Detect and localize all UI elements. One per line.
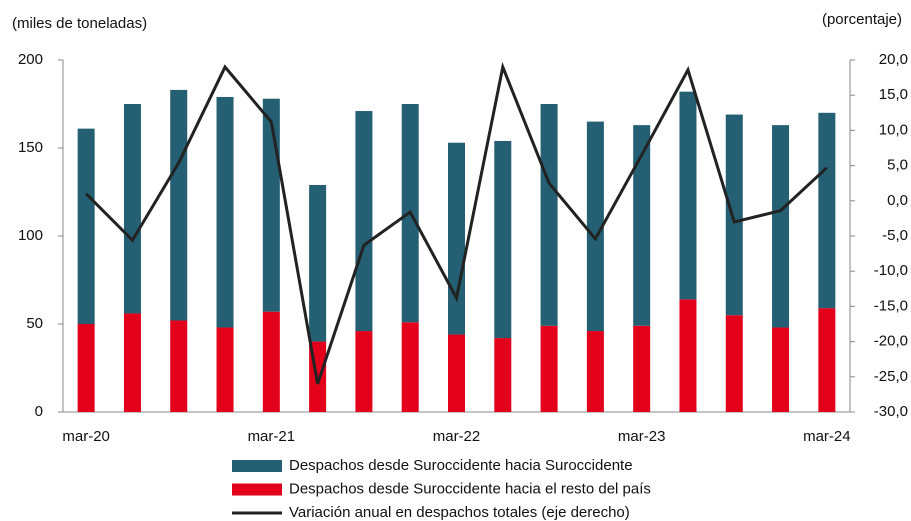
bar [448,334,465,412]
bar [309,184,327,342]
y-tick-label: 0 [35,403,43,420]
bar [448,142,465,335]
bar [725,315,743,412]
bar [170,320,188,412]
y2-tick-label: -25,0 [874,368,908,385]
y-tick-label: 50 [26,315,43,332]
bar [725,114,743,316]
bar [216,327,234,412]
x-tick-label: mar-20 [62,428,110,445]
bar [818,112,836,309]
legend-swatch [232,483,282,496]
right-axis-label: (porcentaje) [822,11,902,28]
bar [772,327,790,412]
legend-label: Despachos desde Suroccidente hacia el re… [289,480,651,497]
y2-tick-label: -5,0 [882,227,908,244]
line [85,61,828,385]
legend-label: Despachos desde Suroccidente hacia Suroc… [289,457,633,474]
y-tick-label: 150 [18,139,43,156]
bar [123,313,141,412]
bar [540,325,558,412]
bar [586,121,604,332]
y2-tick-label: 15,0 [879,86,908,103]
bar [633,125,651,326]
bar [494,140,512,339]
x-tick-label: mar-22 [433,428,481,445]
bar [123,104,141,314]
legend-swatch [232,460,282,472]
bar [586,331,604,412]
bar [401,322,419,412]
bar [494,338,512,412]
y2-tick-label: 20,0 [879,51,908,68]
bar [633,325,651,412]
y2-tick-label: 10,0 [879,121,908,138]
bar [262,311,280,412]
legend-label: Variación anual en despachos totales (ej… [289,504,630,521]
y2-tick-label: -20,0 [874,333,908,350]
bar [77,128,95,324]
bar [772,125,790,328]
x-tick-label: mar-24 [803,428,851,445]
left-axis-label: (miles de toneladas) [12,15,147,32]
bar [262,98,280,312]
y-tick-label: 100 [18,227,43,244]
bar [679,91,697,300]
bar [355,111,373,332]
bar [355,331,373,412]
y-tick-label: 200 [18,51,43,68]
y2-tick-label: -10,0 [874,262,908,279]
bar [216,96,234,328]
y2-tick-label: 5,0 [887,157,908,174]
bar [170,89,188,321]
y2-tick-label: 0,0 [887,192,908,209]
x-tick-label: mar-21 [248,428,296,445]
x-tick-label: mar-23 [618,428,666,445]
bar [818,308,836,412]
y2-tick-label: -15,0 [874,297,908,314]
y2-tick-label: -30,0 [874,403,908,420]
bar [77,324,95,412]
bar [540,104,558,326]
bar [679,299,697,412]
